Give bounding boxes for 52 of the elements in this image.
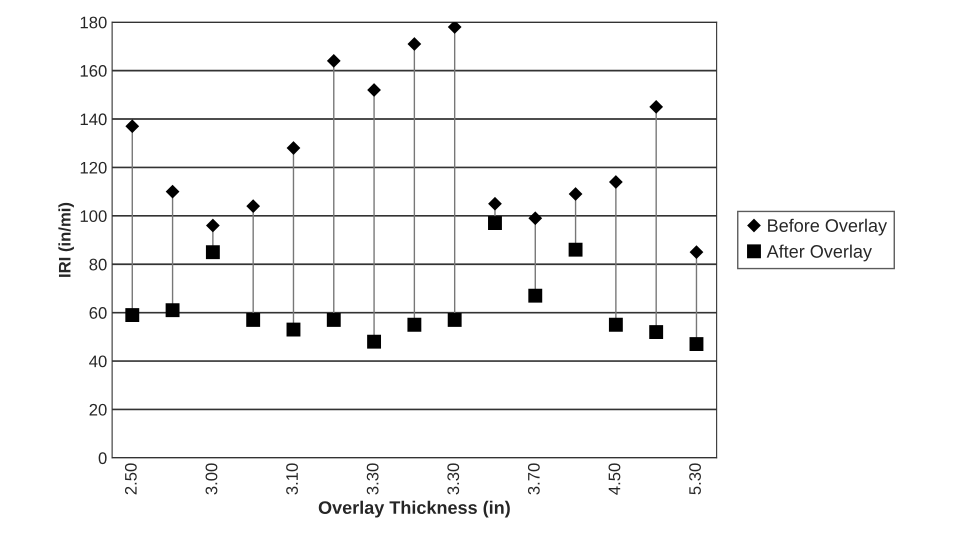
point — [327, 54, 340, 68]
x-tick-label: 4.50 — [608, 463, 620, 495]
point — [488, 197, 502, 210]
y-tick-label: 20 — [90, 404, 107, 416]
point — [650, 100, 663, 114]
point — [246, 200, 260, 213]
point — [407, 318, 422, 332]
point — [488, 216, 502, 230]
point — [568, 242, 583, 257]
point — [528, 212, 542, 225]
x-tick-label: 3.30 — [366, 463, 379, 495]
point — [690, 337, 704, 352]
y-tick-label: 40 — [89, 355, 107, 368]
y-axis-title: IRI (in/mi) — [58, 202, 74, 277]
point — [246, 312, 260, 327]
point — [125, 308, 140, 322]
legend-label: After Overlay — [766, 244, 872, 262]
point — [286, 141, 300, 155]
point — [528, 288, 542, 303]
x-tick-label: 3.00 — [206, 463, 218, 495]
point — [609, 175, 622, 189]
point — [367, 334, 382, 349]
y-tick-label: 160 — [80, 65, 107, 77]
point — [326, 312, 341, 327]
point — [649, 325, 664, 339]
point — [367, 83, 381, 97]
y-tick-label: 180 — [80, 16, 107, 28]
point — [166, 303, 180, 318]
point — [408, 37, 421, 51]
y-tick-label: 100 — [80, 210, 107, 222]
point — [690, 246, 704, 259]
y-tick-label: 80 — [89, 258, 107, 270]
point — [608, 318, 623, 332]
x-axis-title: Overlay Thickness (in) — [318, 500, 510, 518]
x-tick-label: 3.70 — [528, 463, 540, 495]
point — [166, 185, 180, 198]
point — [286, 322, 300, 337]
point — [206, 218, 220, 232]
legend-label: Before Overlay — [768, 218, 888, 236]
x-tick-label: 3.10 — [286, 463, 298, 495]
x-tick-label: 3.30 — [447, 463, 460, 495]
point — [448, 22, 462, 34]
y-tick-label: 140 — [80, 113, 107, 126]
x-tick-label: 5.30 — [689, 463, 701, 495]
point — [448, 312, 462, 327]
y-tick-label: 60 — [90, 307, 107, 319]
y-tick-label: 120 — [80, 162, 107, 174]
point — [568, 187, 582, 201]
x-tick-label: 2.50 — [124, 463, 137, 494]
point — [126, 120, 139, 133]
y-tick-label: 0 — [98, 452, 107, 464]
point — [206, 245, 220, 260]
